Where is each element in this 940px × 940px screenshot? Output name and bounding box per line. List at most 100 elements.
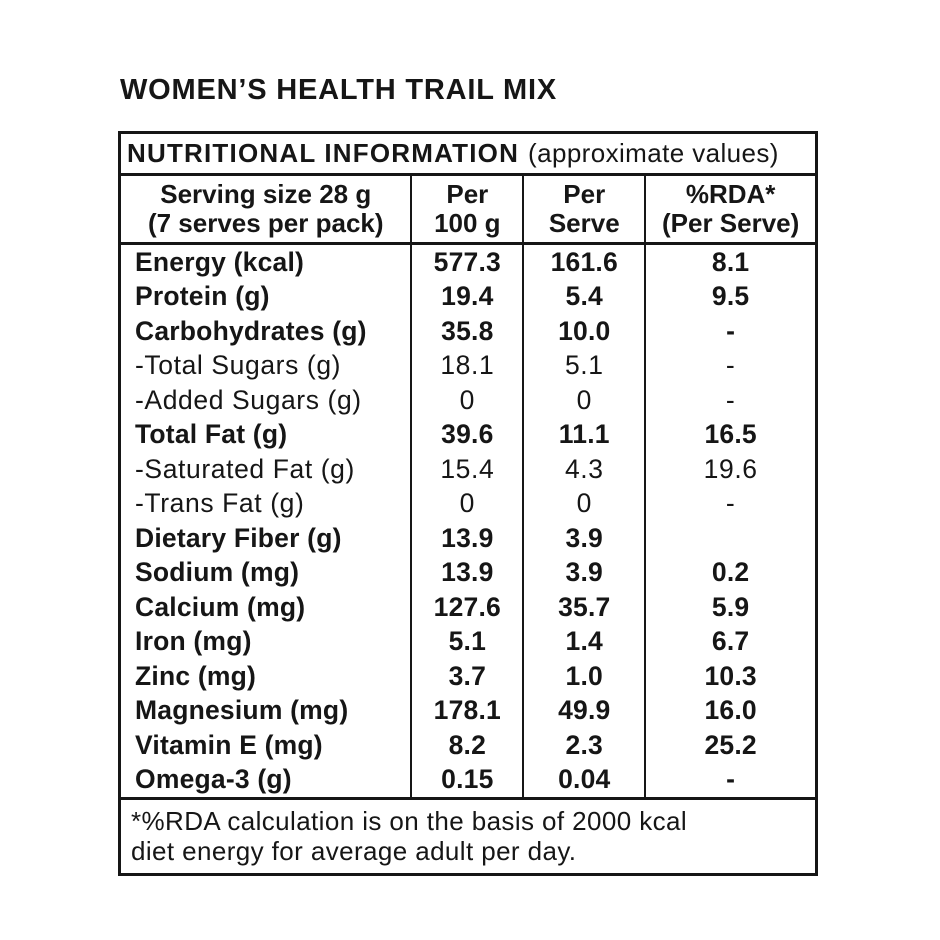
row-label: Protein (g): [121, 279, 413, 314]
column-header-per-100g: Per 100 g: [412, 176, 525, 242]
table-row: -Total Sugars (g) 18.1 5.1 -: [121, 348, 815, 383]
rda-line2: (Per Serve): [661, 208, 800, 238]
value-rda-percent: 9.5: [711, 281, 750, 312]
value-per-serve: 1.4: [524, 624, 647, 659]
table-row: Energy (kcal) 577.3 161.6 8.1: [121, 245, 815, 280]
nutrition-table: NUTRITIONAL INFORMATION (approximate val…: [118, 131, 818, 876]
table-body: Energy (kcal) 577.3 161.6 8.1 Protein (g) 19.…: [121, 245, 815, 797]
value-per-serve: 3.9: [524, 555, 647, 590]
row-label: -Added Sugars (g): [121, 383, 413, 418]
value-per-100g: 15.4: [412, 452, 525, 487]
value-per-100g: 35.8: [412, 314, 525, 349]
rda-footnote-line2: diet energy for average adult per day.: [131, 836, 577, 866]
value-per-serve: 5.1: [524, 348, 647, 383]
row-label: -Trans Fat (g): [121, 486, 413, 521]
table-row: Omega-3 (g) 0.15 0.04 -: [121, 762, 815, 797]
table-row: Dietary Fiber (g) 13.9 3.9: [121, 521, 815, 556]
value-per-serve: 35.7: [524, 590, 647, 625]
value-per-serve: 11.1: [524, 417, 647, 452]
table-row: Zinc (mg) 3.7 1.0 10.3: [121, 659, 815, 694]
value-per-100g: 577.3: [412, 245, 525, 280]
value-per-serve: 49.9: [524, 693, 647, 728]
column-header-serving-size: Serving size 28 g (7 serves per pack): [121, 176, 413, 242]
row-label: Calcium (mg): [121, 590, 413, 625]
row-label: -Saturated Fat (g): [121, 452, 413, 487]
value-rda-percent: -: [725, 384, 736, 415]
table-row: -Added Sugars (g) 0 0-: [121, 383, 815, 418]
value-rda-percent: [646, 521, 815, 556]
value-rda-percent: -: [725, 488, 736, 519]
value-per-serve: 1.0: [524, 659, 647, 694]
value-per-serve: 10.0: [524, 314, 647, 349]
value-per-serve: 0: [524, 383, 647, 418]
rda-footnote: *%RDA calculation is on the basis of 200…: [121, 797, 815, 873]
row-label: Vitamin E (mg): [121, 728, 413, 763]
value-per-100g: 5.1: [412, 624, 525, 659]
value-per-serve: 2.3: [524, 728, 647, 763]
value-rda-percent: 25.2: [704, 729, 757, 760]
rda-line1: %RDA*: [685, 179, 776, 209]
serving-size-line2: (7 serves per pack): [147, 208, 384, 238]
per-100g-line1: Per: [446, 179, 489, 209]
value-per-serve: 0: [524, 486, 647, 521]
value-per-100g: 0: [412, 486, 525, 521]
value-per-serve: 5.4: [524, 279, 647, 314]
value-per-100g: 13.9: [412, 521, 525, 556]
value-per-serve: 161.6: [524, 245, 647, 280]
row-label: Omega-3 (g): [121, 762, 413, 797]
row-label: Energy (kcal): [121, 245, 413, 280]
value-per-100g: 0: [412, 383, 525, 418]
row-label: Magnesium (mg): [121, 693, 413, 728]
value-rda-percent: 6.7: [711, 626, 750, 657]
value-per-100g: 19.4: [412, 279, 525, 314]
nutrition-table-header: NUTRITIONAL INFORMATION (approximate val…: [121, 134, 815, 176]
value-per-serve: 3.9: [524, 521, 647, 556]
table-row: Vitamin E (mg) 8.2 2.3 25.2: [121, 728, 815, 763]
per-serve-line2: Serve: [548, 208, 620, 238]
value-rda-percent: 16.0: [704, 695, 757, 726]
value-per-100g: 13.9: [412, 555, 525, 590]
table-row: Total Fat (g) 39.6 11.1 16.5: [121, 417, 815, 452]
table-row: Magnesium (mg) 178.1 49.9 16.0: [121, 693, 815, 728]
table-row: Carbohydrates (g) 35.8 10.0 -: [121, 314, 815, 349]
value-per-100g: 8.2: [412, 728, 525, 763]
row-label: Sodium (mg): [121, 555, 413, 590]
value-rda-percent: 8.1: [711, 246, 750, 277]
value-rda-percent: 5.9: [711, 591, 750, 622]
table-row: Protein (g) 19.4 5.4 9.5: [121, 279, 815, 314]
table-row: Sodium (mg) 13.9 3.9 0.2: [121, 555, 815, 590]
rda-footnote-line1: *%RDA calculation is on the basis of 200…: [131, 806, 688, 836]
value-rda-percent: -: [726, 315, 736, 346]
value-per-100g: 178.1: [412, 693, 525, 728]
table-row: -Trans Fat (g) 0 0-: [121, 486, 815, 521]
column-header-per-serve: Per Serve: [524, 176, 647, 242]
per-100g-line2: 100 g: [434, 208, 501, 238]
row-label: Total Fat (g): [121, 417, 413, 452]
row-label: Iron (mg): [121, 624, 413, 659]
value-per-serve: 4.3: [524, 452, 647, 487]
column-header-rda: %RDA* (Per Serve): [646, 176, 815, 242]
value-per-100g: 0.15: [412, 762, 525, 797]
table-row: Calcium (mg) 127.6 35.7 5.9: [121, 590, 815, 625]
value-per-100g: 127.6: [412, 590, 525, 625]
nutrition-header-title: NUTRITIONAL INFORMATION: [127, 138, 520, 168]
per-serve-line1: Per: [563, 179, 606, 209]
table-row: -Saturated Fat (g) 15.4 4.3 19.6: [121, 452, 815, 487]
value-rda-percent: -: [726, 764, 736, 795]
value-rda-percent: -: [725, 350, 736, 381]
row-label: Dietary Fiber (g): [121, 521, 413, 556]
value-per-100g: 39.6: [412, 417, 525, 452]
nutrition-header-subtitle: (approximate values): [528, 138, 779, 168]
value-rda-percent: 19.6: [703, 453, 758, 484]
value-per-100g: 18.1: [412, 348, 525, 383]
value-rda-percent: 0.2: [711, 557, 750, 588]
serving-size-line1: Serving size 28 g: [160, 179, 372, 209]
column-header-row: Serving size 28 g (7 serves per pack) Pe…: [121, 176, 815, 245]
row-label: -Total Sugars (g): [121, 348, 413, 383]
value-per-100g: 3.7: [412, 659, 525, 694]
value-rda-percent: 10.3: [704, 660, 757, 691]
value-rda-percent: 16.5: [704, 419, 757, 450]
row-label: Carbohydrates (g): [121, 314, 413, 349]
page-title: WOMEN’S HEALTH TRAIL MIX: [120, 74, 557, 106]
